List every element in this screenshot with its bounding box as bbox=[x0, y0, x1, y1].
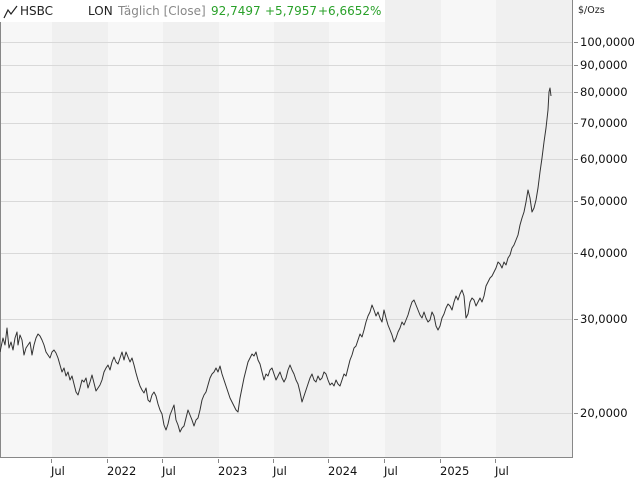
time-band bbox=[385, 0, 441, 457]
y-tick-mark bbox=[574, 92, 578, 93]
x-tick-label: Jul bbox=[162, 464, 176, 478]
x-tick-label: 2023 bbox=[218, 464, 248, 478]
y-tick-mark bbox=[574, 319, 578, 320]
frequency-label: Täglich [Close] bbox=[118, 4, 206, 18]
y-tick-mark bbox=[574, 201, 578, 202]
gridline bbox=[1, 319, 572, 320]
symbol-name[interactable]: HSBC bbox=[20, 4, 54, 18]
x-tick-mark bbox=[51, 459, 52, 463]
y-tick-mark bbox=[574, 413, 578, 414]
gridline bbox=[1, 201, 572, 202]
y-tick-label: 50,0000 bbox=[580, 194, 628, 208]
y-tick-label: 40,0000 bbox=[580, 246, 628, 260]
y-tick-mark bbox=[574, 159, 578, 160]
y-tick-label: 60,0000 bbox=[580, 152, 628, 166]
time-band bbox=[496, 0, 572, 457]
y-tick-label: 30,0000 bbox=[580, 312, 628, 326]
time-band bbox=[52, 0, 108, 457]
y-tick-mark bbox=[574, 123, 578, 124]
x-tick-mark bbox=[162, 459, 163, 463]
y-tick-label: 100,0000 bbox=[580, 35, 635, 49]
x-tick-mark bbox=[384, 459, 385, 463]
y-tick-label: 70,0000 bbox=[580, 116, 628, 130]
chart-plot-area[interactable] bbox=[0, 0, 573, 458]
x-tick-mark bbox=[328, 459, 329, 463]
y-axis-unit: $/Ozs bbox=[578, 5, 605, 16]
exchange-label: LON bbox=[88, 4, 113, 18]
y-tick-mark bbox=[574, 253, 578, 254]
x-tick-label: Jul bbox=[495, 464, 509, 478]
time-band bbox=[441, 0, 496, 457]
price-line bbox=[0, 87, 552, 433]
gridline bbox=[1, 253, 572, 254]
time-band bbox=[329, 0, 385, 457]
x-tick-mark bbox=[440, 459, 441, 463]
price-change-percent: +6,6652% bbox=[318, 4, 382, 18]
x-tick-label: 2022 bbox=[107, 464, 137, 478]
gridline bbox=[1, 159, 572, 160]
gridline bbox=[1, 413, 572, 414]
last-price: 92,7497 bbox=[211, 4, 261, 18]
y-tick-mark bbox=[574, 65, 578, 66]
time-band bbox=[219, 0, 274, 457]
x-tick-mark bbox=[273, 459, 274, 463]
gridline bbox=[1, 65, 572, 66]
gridline bbox=[1, 123, 572, 124]
x-tick-label: 2024 bbox=[328, 464, 358, 478]
y-tick-label: 90,0000 bbox=[580, 58, 628, 72]
x-tick-label: Jul bbox=[384, 464, 398, 478]
y-tick-label: 20,0000 bbox=[580, 406, 628, 420]
price-change: +5,7957 bbox=[265, 4, 318, 18]
x-tick-mark bbox=[218, 459, 219, 463]
x-tick-label: 2025 bbox=[440, 464, 470, 478]
time-band bbox=[108, 0, 163, 457]
price-line-chart bbox=[0, 87, 552, 433]
y-tick-label: 80,0000 bbox=[580, 85, 628, 99]
x-tick-label: Jul bbox=[51, 464, 65, 478]
x-tick-mark bbox=[495, 459, 496, 463]
y-tick-mark bbox=[574, 42, 578, 43]
chart-header: HSBC LON Täglich [Close] 92,7497 +5,7957… bbox=[0, 0, 385, 22]
x-tick-label: Jul bbox=[273, 464, 287, 478]
time-band bbox=[1, 0, 52, 457]
x-tick-mark bbox=[107, 459, 108, 463]
gridline bbox=[1, 42, 572, 43]
gridline bbox=[1, 92, 572, 93]
line-chart-icon bbox=[3, 4, 19, 19]
